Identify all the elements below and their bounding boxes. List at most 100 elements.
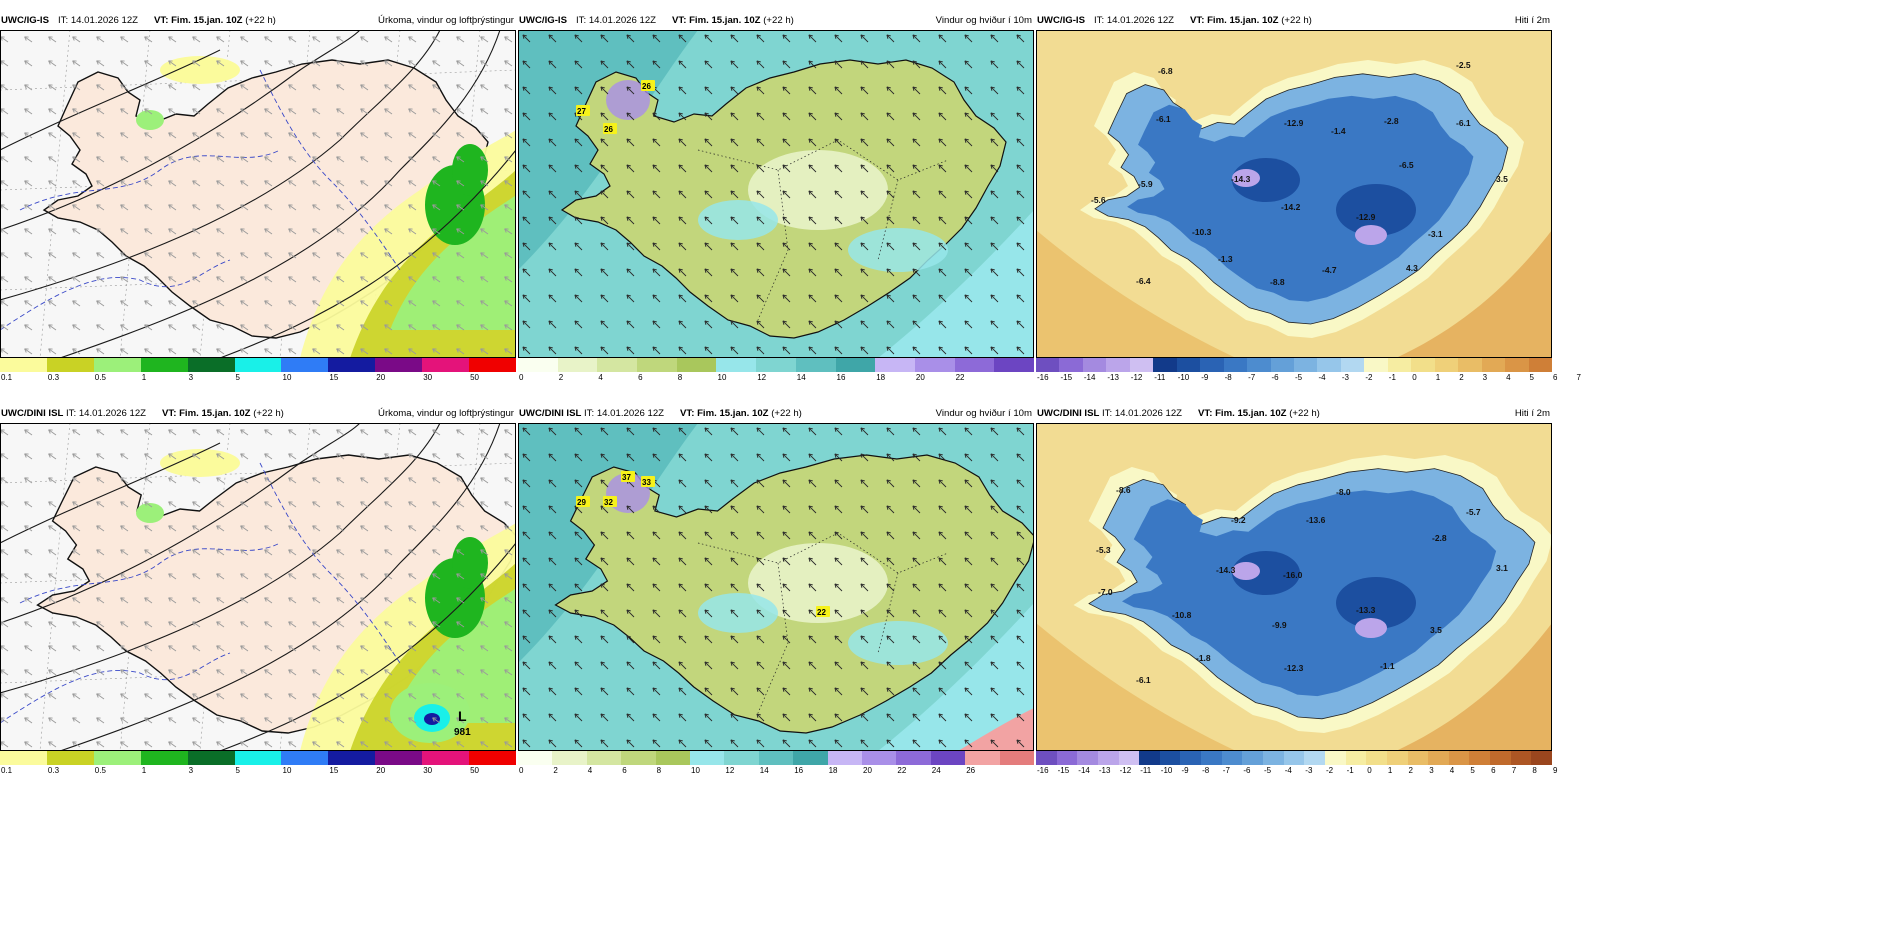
it-label: IT: [584,408,595,419]
init-time: 14.01.2026 12Z [70,15,139,26]
panel-title: Úrkoma, vindur og loftþrýstingur [378,15,514,26]
colorbar-tick-label: -4 [1284,766,1292,775]
colorbar-tick-label: -9 [1181,766,1189,775]
colorbar-tick-label: 18 [828,766,838,775]
colorbar-tick-label: -10 [1160,766,1173,775]
colorbar-swatch [793,751,828,765]
colorbar-swatch [552,751,587,765]
map-canvas: -8.6 -8.0 -5.7 -5.3 -9.2 -13.6 -2.8 -14.3 -16.0 3… [1036,423,1552,751]
colorbar-swatch [1263,751,1284,765]
colorbar-swatch [1293,358,1318,372]
colorbar-tick-label: -8 [1224,373,1232,382]
map-canvas: L 981 [0,423,516,751]
map-canvas: -6.8 -6.1 -12.9 -1.4 -2.8 -2.5 -6.1 -14.3 -6.5 3.… [1036,30,1552,358]
init-time: 14.01.2026 12Z [78,408,147,419]
panel-title: Hiti í 2m [1514,15,1550,26]
colorbar-swatch [1059,358,1083,372]
map-frame [518,423,1034,751]
temperature-label: -12.3 [1284,663,1304,673]
vt-label: VT: [154,15,169,26]
panel-header: UWC/IG-IS IT: 14.01.2026 12Z VT: Fim. 15… [518,13,1034,29]
colorbar-tick-label: 5 [1470,766,1475,775]
colorbar-swatch [518,751,553,765]
colorbar-tick-label: -11 [1140,766,1152,775]
it-label: IT: [66,408,77,419]
temperature-label: -5.6 [1091,195,1106,205]
colorbar-tick-label: 5 [235,373,240,382]
colorbar-tick-label: -14 [1078,766,1090,775]
map-area: 37 33 29 32 22 [518,423,1034,751]
colorbar-swatch [140,358,188,372]
map-canvas: 26 27 26 [518,30,1034,358]
temperature-label: -6.1 [1136,675,1151,685]
isobars [0,423,516,751]
colorbar-tick-label: 1 [1435,373,1441,382]
colorbar-tick-label: 16 [794,766,804,775]
colorbar-tick-label: -5 [1295,373,1303,382]
vt-label: VT: [680,408,695,419]
colorbar-swatch [328,358,376,372]
colorbar-tick-label: -9 [1201,373,1209,382]
colorbar-swatch [469,358,516,372]
colorbar-swatch [835,358,876,372]
colorbar-swatch [93,751,141,765]
colorbar-tick-label: 20 [376,373,386,382]
colorbar-swatch [0,358,47,372]
colorbar-swatch [1448,751,1470,765]
colorbar-tick-label: 0.3 [47,766,60,775]
colorbar-swatch [862,751,897,765]
temperature-label: -9.2 [1231,515,1246,525]
colorbar-tick-label: -7 [1248,373,1256,382]
colorbar-tick-label: 10 [717,373,727,382]
colorbar-swatch [46,358,94,372]
colorbar-swatch [1223,358,1248,372]
panel-igis-wind: UWC/IG-IS IT: 14.01.2026 12Z VT: Fim. 15… [518,13,1034,382]
gust-highlight-value: 26 [642,82,651,91]
colorbar-swatch [187,751,235,765]
map-area: 26 27 26 [518,30,1034,358]
colorbar: 0.1 0.3 0.5 1 3 5 10 15 20 30 50 [0,751,516,775]
model-name: UWC/IG-IS [1037,15,1085,26]
colorbar-swatch [1458,358,1482,372]
colorbar-swatch [1139,751,1160,765]
map-area: L 981 [0,423,516,751]
map-area: -6.8 -6.1 -12.9 -1.4 -2.8 -2.5 -6.1 -14.3 -6.5 3.… [1036,30,1552,358]
temperature-field-sea [1036,230,1552,358]
colorbar-tick-label: -5 [1264,766,1272,775]
colorbar-swatch [1247,358,1271,372]
colorbar: 0 2 4 6 8 10 12 14 16 18 20 22 24 26 [518,751,1035,775]
map-canvas: 37 33 29 32 22 [518,423,1034,751]
colorbar-tick-label: 0.3 [47,373,60,382]
colorbar-swatch [1129,358,1154,372]
panel-header: UWC/IG-IS IT: 14.01.2026 12Z VT: Fim. 15… [0,13,516,29]
temperature-label: -4.7 [1322,265,1337,275]
colorbar-swatch [1428,751,1449,765]
init-time: 14.01.2026 12Z [1114,408,1183,419]
temperature-label: -14.3 [1231,174,1251,184]
colorbar-swatch [1242,751,1264,765]
colorbar-tick-label: 5 [1529,373,1534,382]
colorbar-tick-label: 15 [329,766,339,775]
temperature-label: -9.9 [1272,620,1287,630]
colorbar-swatch [1176,358,1201,372]
colorbar-tick-label: 12 [725,766,735,775]
valid-time: Fim. 15.jan. 10Z [689,15,761,26]
valid-time: Fim. 15.jan. 10Z [1215,408,1287,419]
colorbar-tick-label: 30 [423,373,433,382]
temperature-label: -13.3 [1356,605,1376,615]
colorbar-tick-label: -12 [1130,373,1143,382]
colorbar-tick-label: -13 [1098,766,1111,775]
gust-highlight-box [576,105,590,116]
colorbar-tick-label: 8 [1532,766,1537,775]
it-label: IT: [1094,15,1105,26]
temperature-label: 3.5 [1496,174,1508,184]
colorbar-swatch [896,751,931,765]
panel-dini-temperature: UWC/DINI ISL IT: 14.01.2026 12Z VT: Fim.… [1036,406,1557,775]
colorbar-tick-label: 7 [1576,373,1581,382]
colorbar-tick-label: 1 [141,373,147,382]
isobars [0,30,516,358]
panel-igis-temperature: UWC/IG-IS IT: 14.01.2026 12Z VT: Fim. 15… [1036,13,1581,382]
colorbar-swatch [758,751,794,765]
gust-highlight-box [816,606,830,617]
colorbar-tick-label: 20 [863,766,872,775]
